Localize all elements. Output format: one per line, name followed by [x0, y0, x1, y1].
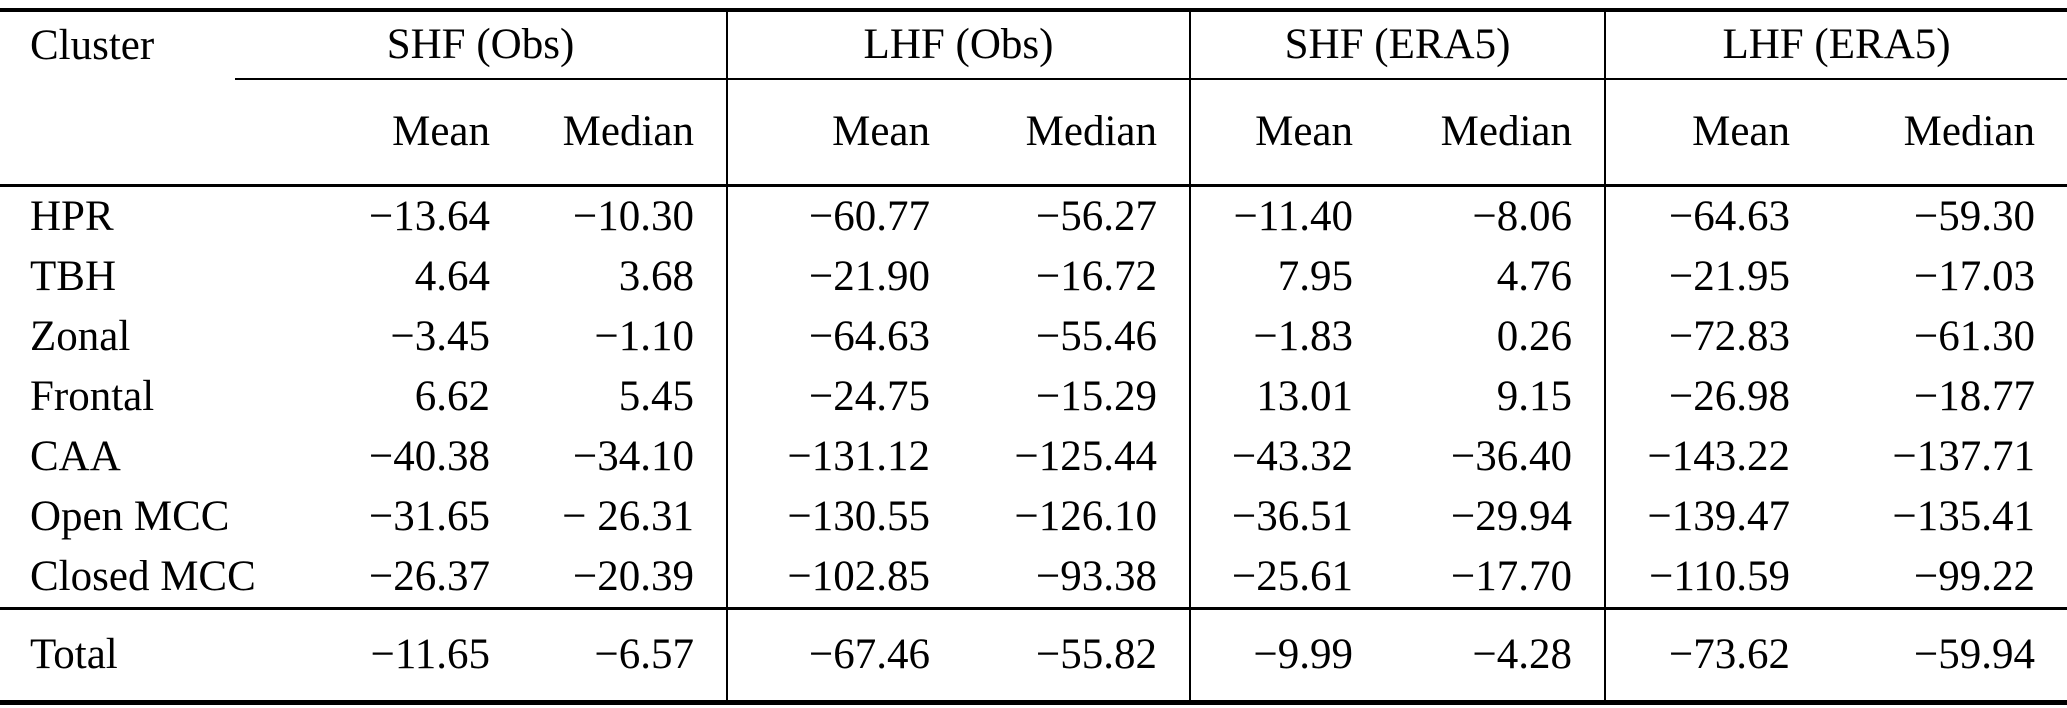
value-cell: −18.77: [1914, 373, 2036, 421]
value-cell: −36.51: [1189, 487, 1386, 547]
value-cell: −99.22: [1914, 553, 2036, 601]
table-row: Frontal 6.62 5.45 −24.75 −15.29 13.01 9.…: [0, 367, 2067, 427]
value-cell: −64.63: [726, 307, 962, 367]
value-cell: −67.46: [726, 607, 962, 703]
value-cell: −64.63: [1604, 185, 1823, 247]
subheader-median: Median: [1822, 79, 2067, 187]
group-header-shf-era5: SHF (ERA5): [1189, 10, 1606, 80]
value-cell: −143.22: [1604, 427, 1823, 487]
value-cell: −10.30: [572, 193, 694, 241]
subheader-mean: Mean: [1604, 79, 1823, 187]
value-cell: −130.55: [726, 487, 962, 547]
subheader-row: Mean Median Mean Median Mean Median Mean…: [0, 79, 2067, 187]
value-cell: −8.06: [1472, 193, 1573, 241]
subheader-median: Median: [1385, 79, 1606, 187]
table-row: Zonal −3.45 −1.10 −64.63 −55.46 −1.83 0.…: [0, 307, 2067, 367]
total-row: Total −11.65 −6.57 −67.46 −55.82 −9.99 −…: [0, 607, 2067, 703]
value-cell: −11.40: [1189, 185, 1386, 247]
row-label: Total: [0, 607, 235, 703]
cluster-column-header: Cluster: [30, 21, 155, 69]
value-cell: −29.94: [1451, 493, 1573, 541]
value-cell: 13.01: [1189, 367, 1386, 427]
flux-statistics-table: Cluster SHF (Obs) LHF (Obs) SHF (ERA5) L…: [0, 8, 2067, 705]
value-cell: −60.77: [726, 185, 962, 247]
value-cell: −56.27: [1036, 193, 1158, 241]
value-cell: −61.30: [1914, 313, 2036, 361]
value-cell: −4.28: [1385, 607, 1606, 703]
value-cell: 4.76: [1496, 253, 1573, 301]
value-cell: −110.59: [1604, 547, 1823, 609]
blank-corner-cell: [0, 79, 235, 187]
value-cell: −73.62: [1604, 607, 1823, 703]
value-cell: −21.90: [726, 247, 962, 307]
value-cell: −1.83: [1189, 307, 1386, 367]
value-cell: −55.82: [962, 607, 1191, 703]
subheader-median: Median: [522, 79, 727, 187]
row-label: Open MCC: [30, 493, 230, 541]
value-cell: −126.10: [1014, 493, 1158, 541]
table-row: TBH 4.64 3.68 −21.90 −16.72 7.95 4.76 −2…: [0, 247, 2067, 307]
group-header-row: Cluster SHF (Obs) LHF (Obs) SHF (ERA5) L…: [0, 10, 2067, 80]
value-cell: − 26.31: [562, 493, 694, 541]
group-header-lhf-obs: LHF (Obs): [725, 10, 1191, 80]
value-cell: 7.95: [1189, 247, 1386, 307]
value-cell: 6.62: [414, 373, 490, 421]
value-cell: −93.38: [1036, 553, 1158, 601]
value-cell: −20.39: [572, 553, 694, 601]
value-cell: −139.47: [1604, 487, 1823, 547]
value-cell: −72.83: [1604, 307, 1823, 367]
value-cell: −26.98: [1604, 367, 1823, 427]
value-cell: 4.64: [414, 253, 490, 301]
value-cell: −15.29: [1036, 373, 1158, 421]
value-cell: −59.30: [1914, 193, 2036, 241]
row-label: Frontal: [30, 373, 155, 421]
value-cell: 5.45: [618, 373, 694, 421]
value-cell: −135.41: [1892, 493, 2036, 541]
table-row: Open MCC −31.65 − 26.31 −130.55 −126.10 …: [0, 487, 2067, 547]
value-cell: −137.71: [1892, 433, 2036, 481]
value-cell: −17.70: [1451, 553, 1573, 601]
value-cell: −3.45: [390, 313, 490, 361]
row-label: CAA: [30, 433, 121, 481]
value-cell: −43.32: [1189, 427, 1386, 487]
value-cell: −11.65: [235, 607, 522, 703]
group-header-shf-obs: SHF (Obs): [235, 10, 727, 80]
subheader-mean: Mean: [235, 79, 522, 187]
value-cell: −17.03: [1914, 253, 2036, 301]
value-cell: −36.40: [1451, 433, 1573, 481]
row-label: HPR: [30, 193, 114, 241]
value-cell: −55.46: [1036, 313, 1158, 361]
table-row: HPR −13.64 −10.30 −60.77 −56.27 −11.40 −…: [0, 185, 2067, 247]
subheader-mean: Mean: [726, 79, 962, 187]
value-cell: −26.37: [368, 553, 490, 601]
value-cell: −13.64: [368, 193, 490, 241]
row-label: Zonal: [30, 313, 131, 361]
value-cell: −40.38: [368, 433, 490, 481]
table-row: CAA −40.38 −34.10 −131.12 −125.44 −43.32…: [0, 427, 2067, 487]
group-header-lhf-era5: LHF (ERA5): [1604, 10, 2067, 80]
value-cell: −6.57: [522, 607, 727, 703]
row-label: TBH: [30, 253, 116, 301]
value-cell: −24.75: [726, 367, 962, 427]
value-cell: −102.85: [726, 547, 962, 609]
value-cell: −9.99: [1189, 607, 1386, 703]
value-cell: −16.72: [1036, 253, 1158, 301]
value-cell: 9.15: [1496, 373, 1573, 421]
value-cell: −59.94: [1822, 607, 2067, 703]
value-cell: −1.10: [594, 313, 694, 361]
subheader-mean: Mean: [1189, 79, 1386, 187]
table-row: Closed MCC −26.37 −20.39 −102.85 −93.38 …: [0, 547, 2067, 609]
value-cell: 0.26: [1496, 313, 1573, 361]
subheader-median: Median: [962, 79, 1191, 187]
value-cell: −131.12: [726, 427, 962, 487]
row-label: Closed MCC: [30, 553, 256, 601]
value-cell: −25.61: [1189, 547, 1386, 609]
value-cell: −21.95: [1604, 247, 1823, 307]
value-cell: −34.10: [572, 433, 694, 481]
value-cell: −31.65: [368, 493, 490, 541]
value-cell: −125.44: [1014, 433, 1158, 481]
value-cell: 3.68: [618, 253, 694, 301]
